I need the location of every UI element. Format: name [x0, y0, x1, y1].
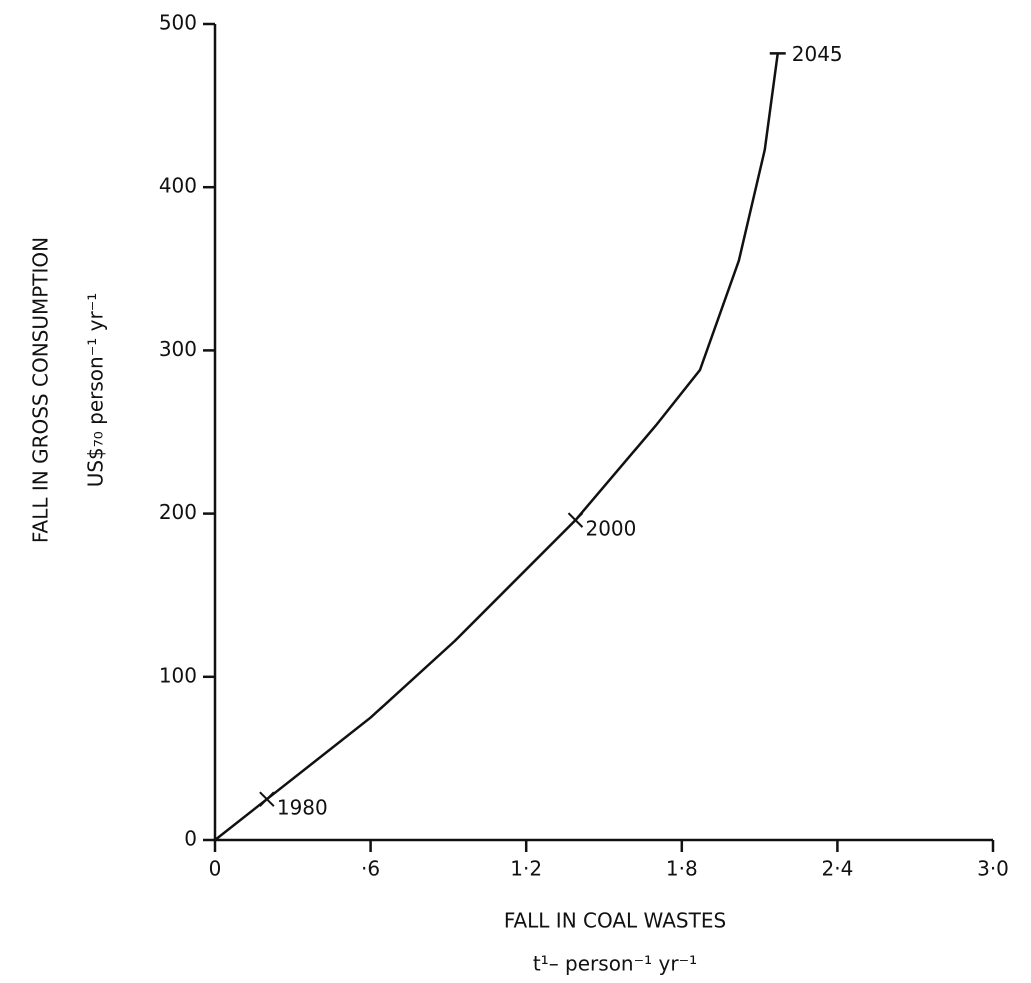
- data-line: [214, 53, 779, 841]
- y-tick-label: 0: [184, 827, 197, 851]
- annotation-marker: [567, 512, 584, 528]
- y-axis-label: FALL IN GROSS CONSUMPTION: [29, 237, 53, 543]
- y-tick-label: 400: [159, 174, 197, 198]
- annotation-label: 2000: [585, 517, 636, 541]
- annotation-label: 1980: [277, 796, 328, 820]
- x-tick-label: 3·0: [977, 857, 1009, 881]
- x-tick-label: 1·2: [510, 857, 542, 881]
- annotation-label: 2045: [792, 42, 843, 66]
- x-tick-label: 2·4: [821, 857, 853, 881]
- y-tick-label: 300: [159, 337, 197, 361]
- y-tick-label: 200: [159, 500, 197, 524]
- annotation-marker: [259, 791, 275, 807]
- y-tick-label: 100: [159, 663, 197, 687]
- x-axis-unit: t¹– person⁻¹ yr⁻¹: [533, 952, 697, 976]
- x-axis-label: FALL IN COAL WASTES: [504, 909, 726, 933]
- x-tick-label: ·6: [361, 857, 380, 881]
- y-axis-unit: US$₇₀ person⁻¹ yr⁻¹: [84, 293, 108, 488]
- x-tick-label: 0: [209, 857, 222, 881]
- x-tick-label: 1·8: [666, 857, 698, 881]
- y-tick-label: 500: [159, 11, 197, 35]
